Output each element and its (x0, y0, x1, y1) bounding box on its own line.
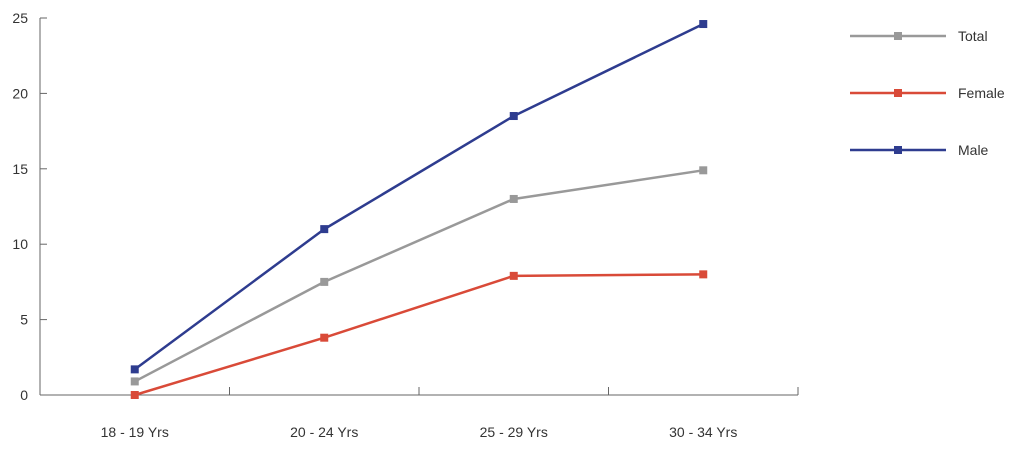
data-point-total (509, 194, 518, 203)
data-point-male (699, 20, 708, 29)
series-layer (130, 20, 708, 399)
data-point-total (699, 166, 708, 175)
legend-marker-female (894, 89, 902, 97)
x-axis: 18 - 19 Yrs 20 - 24 Yrs 25 - 29 Yrs 30 - 34… (39, 387, 799, 440)
y-tick-label: 10 (12, 236, 28, 252)
data-point-male (509, 112, 518, 121)
data-point-total (130, 377, 139, 386)
y-tick-label: 15 (12, 161, 28, 177)
series-line-male (134, 22, 704, 371)
data-point-female (509, 271, 518, 280)
x-tick-label: 25 - 29 Yrs (480, 424, 548, 440)
data-point-female (130, 391, 139, 399)
y-axis: 0 5 10 15 20 25 (12, 10, 47, 403)
legend-item-female: Female (850, 85, 1005, 101)
x-tick-label: 18 - 19 Yrs (101, 424, 169, 440)
legend-label-male: Male (958, 142, 989, 158)
series-total (130, 166, 708, 386)
y-tick-label: 25 (12, 10, 28, 26)
data-point-male (130, 365, 139, 374)
data-point-female (320, 333, 329, 342)
data-point-male (320, 225, 329, 234)
y-tick-label: 5 (20, 312, 28, 328)
data-point-female (699, 270, 708, 279)
legend: Total Female Male (850, 28, 1005, 158)
legend-item-total: Total (850, 28, 988, 44)
data-point-total (320, 277, 329, 286)
series-female (130, 270, 708, 399)
series-male (130, 20, 708, 374)
series-line-female (134, 273, 704, 397)
y-tick-label: 0 (20, 387, 28, 403)
legend-marker-total (894, 32, 902, 40)
y-tick-label: 20 (12, 85, 28, 101)
legend-marker-male (894, 146, 902, 154)
legend-label-female: Female (958, 85, 1005, 101)
x-tick-label: 20 - 24 Yrs (290, 424, 358, 440)
legend-label-total: Total (958, 28, 988, 44)
x-tick-label: 30 - 34 Yrs (669, 424, 737, 440)
series-line-total (134, 169, 704, 383)
legend-item-male: Male (850, 142, 989, 158)
